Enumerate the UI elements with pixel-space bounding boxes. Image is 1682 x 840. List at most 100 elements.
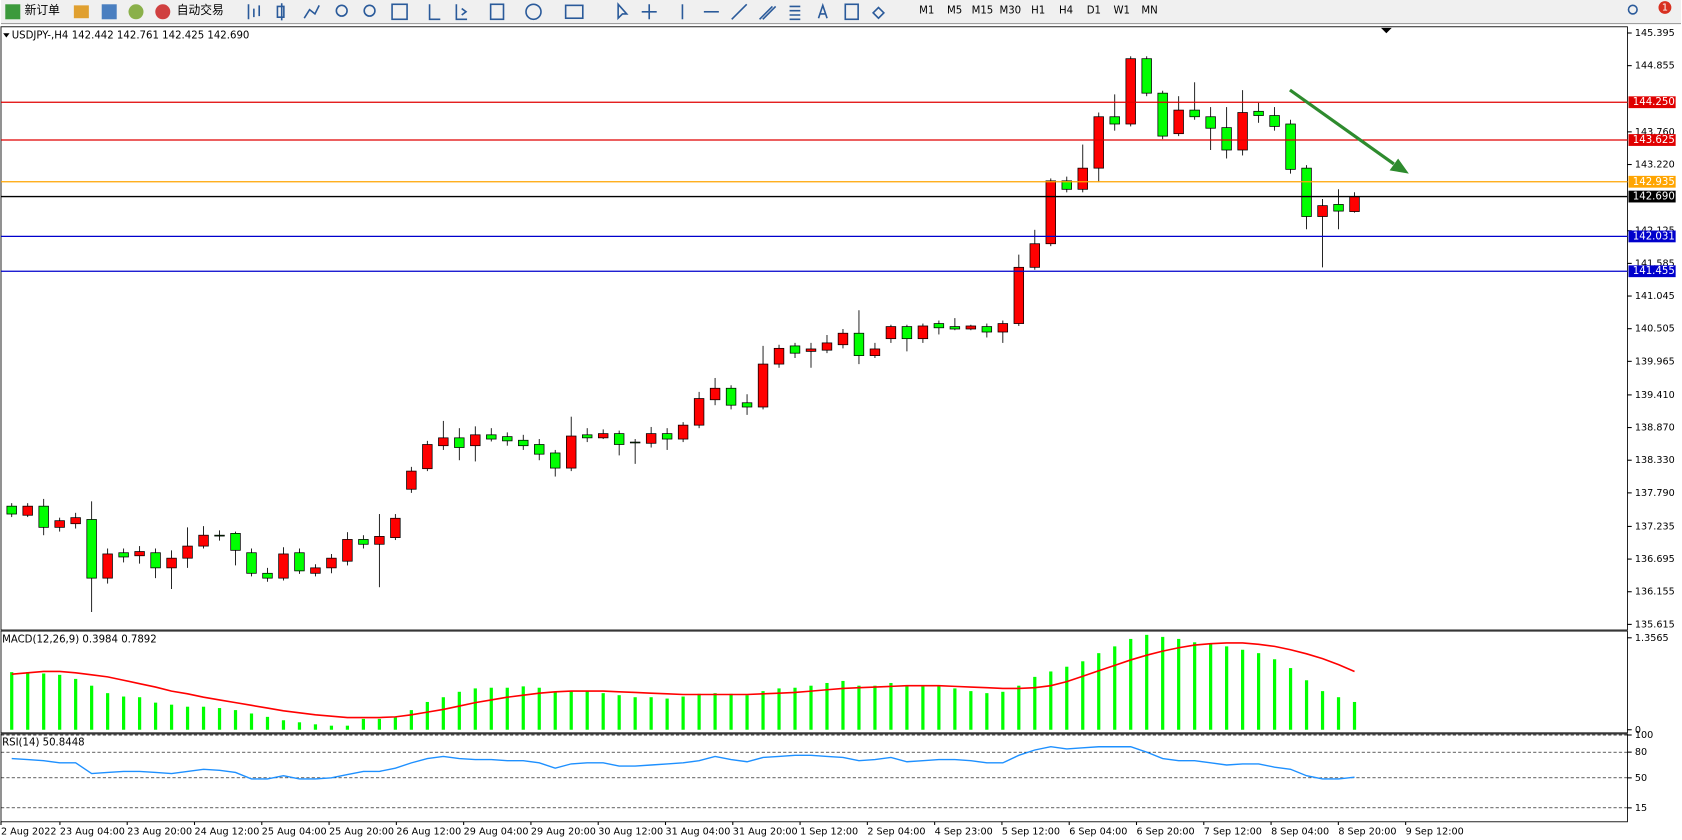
y-tick-label: 144.855 (1635, 61, 1675, 72)
trendline-button[interactable] (731, 3, 748, 20)
macd-histogram-bar (1336, 697, 1341, 730)
candle-body (166, 557, 177, 569)
candle-body (406, 470, 417, 490)
candle-body (390, 517, 401, 538)
zoom-in-button[interactable] (335, 4, 348, 17)
macd-histogram-bar (1065, 666, 1069, 730)
macd-histogram-bar (857, 685, 861, 730)
candle-body (645, 433, 657, 444)
timeframe-button[interactable]: M30 (999, 6, 1021, 17)
auto-trading-button[interactable]: 自动交易 (177, 3, 224, 17)
candle-body (981, 326, 993, 333)
macd-histogram-bar (761, 691, 765, 730)
new-order-icon[interactable] (5, 4, 21, 20)
candle-body (1157, 92, 1168, 137)
candle-body (613, 433, 625, 445)
templates-button[interactable] (564, 4, 584, 20)
y-tick-label: 50 (1635, 773, 1647, 784)
timeframe-button[interactable]: H1 (1031, 6, 1045, 17)
toolbar: 新订单 自动交易 (0, 0, 1681, 25)
shift-button[interactable] (455, 4, 468, 21)
rsi-title: RSI(14) 50.8448 (2, 738, 85, 749)
crosshair-button[interactable] (641, 4, 657, 20)
x-tick-label: 29 Aug 04:00 (464, 826, 529, 837)
indicators-button[interactable] (489, 3, 505, 21)
macd-histogram-bar (1033, 676, 1037, 730)
macd-histogram-bar (985, 693, 989, 730)
fibonacci-button[interactable] (789, 5, 801, 21)
candle-body (358, 539, 369, 545)
arrow-line (1288, 88, 1395, 166)
channel-button[interactable] (759, 5, 777, 20)
y-tick-label: 140.505 (1635, 324, 1675, 335)
auto-trading-icon[interactable] (155, 4, 171, 20)
macd-signal-line (11, 642, 1355, 719)
candle-body (422, 444, 433, 470)
macd-histogram-bar (1097, 653, 1101, 730)
y-tick-label: 15 (1635, 803, 1647, 814)
candle-body (661, 433, 673, 440)
x-tick-label: 4 Sep 23:00 (935, 826, 993, 837)
timeframe-button[interactable]: MN (1141, 6, 1157, 17)
new-order-button[interactable]: 新订单 (25, 3, 61, 17)
candle-body (502, 436, 513, 442)
arrows-button[interactable] (872, 6, 885, 20)
zoom-out-button[interactable] (363, 4, 376, 17)
candle-body (1237, 112, 1248, 151)
candle-body (342, 539, 353, 562)
notification-badge[interactable] (1658, 1, 1672, 14)
toolbar-icon[interactable] (101, 4, 117, 20)
macd-histogram-bar (553, 691, 557, 730)
timeframe-button[interactable]: D1 (1087, 6, 1101, 17)
macd-histogram-bar (665, 698, 669, 730)
candle-body (550, 452, 561, 469)
macd-histogram-bar (441, 697, 445, 730)
x-tick-label: 23 Aug 20:00 (127, 826, 192, 837)
timeframe-button[interactable]: M15 (972, 6, 994, 17)
candle-chart-button[interactable] (276, 3, 285, 21)
macd-histogram-bar (1145, 634, 1149, 730)
x-tick-label: 8 Sep 04:00 (1271, 826, 1329, 837)
timeframe-button[interactable]: M1 (919, 6, 934, 17)
y-tick-label: 143.220 (1635, 160, 1675, 171)
timeframe-button[interactable]: H4 (1059, 6, 1073, 17)
macd-histogram-bar (10, 672, 14, 730)
x-tick-label: 2 Sep 04:00 (867, 826, 925, 837)
candle-body (677, 424, 689, 440)
candle-body (965, 325, 977, 330)
tile-button[interactable] (391, 3, 408, 21)
macd-histogram-bar (681, 696, 685, 730)
text-button[interactable] (817, 2, 828, 19)
y-tick-label: 137.790 (1635, 488, 1675, 499)
macd-histogram-bar (1193, 642, 1197, 730)
toolbar-icon[interactable] (128, 4, 144, 20)
macd-histogram-bar (777, 688, 781, 730)
x-tick-label: 30 Aug 12:00 (598, 826, 663, 837)
macd-histogram-bar (1304, 680, 1309, 730)
candle-body (150, 552, 161, 569)
label-button[interactable] (844, 3, 859, 21)
macd-histogram-bar (1272, 659, 1277, 730)
macd-histogram-bar (217, 708, 222, 730)
macd-histogram-bar (169, 704, 174, 730)
search-button[interactable] (1627, 4, 1638, 15)
macd-histogram-bar (505, 687, 509, 730)
candle-body (1189, 109, 1200, 118)
y-tick-label: 1.3565 (1635, 633, 1669, 644)
bar-chart-button[interactable] (247, 4, 261, 20)
candle-body (518, 439, 529, 447)
macd-histogram-bar (425, 701, 429, 730)
symbol-title: USDJPY-,H4 (12, 30, 69, 41)
autoscroll-button[interactable] (428, 4, 441, 21)
candle-body (789, 345, 801, 354)
timeframe-button[interactable]: W1 (1113, 6, 1130, 17)
candle-body (725, 387, 737, 406)
periods-button[interactable] (525, 3, 542, 21)
cursor-button[interactable] (617, 2, 629, 21)
candle-body (1029, 243, 1040, 268)
line-chart-button[interactable] (303, 4, 320, 19)
toolbar-icon[interactable] (73, 5, 89, 19)
macd-histogram-bar (361, 718, 366, 730)
macd-histogram-bar (521, 686, 525, 730)
timeframe-button[interactable]: M5 (947, 6, 962, 17)
